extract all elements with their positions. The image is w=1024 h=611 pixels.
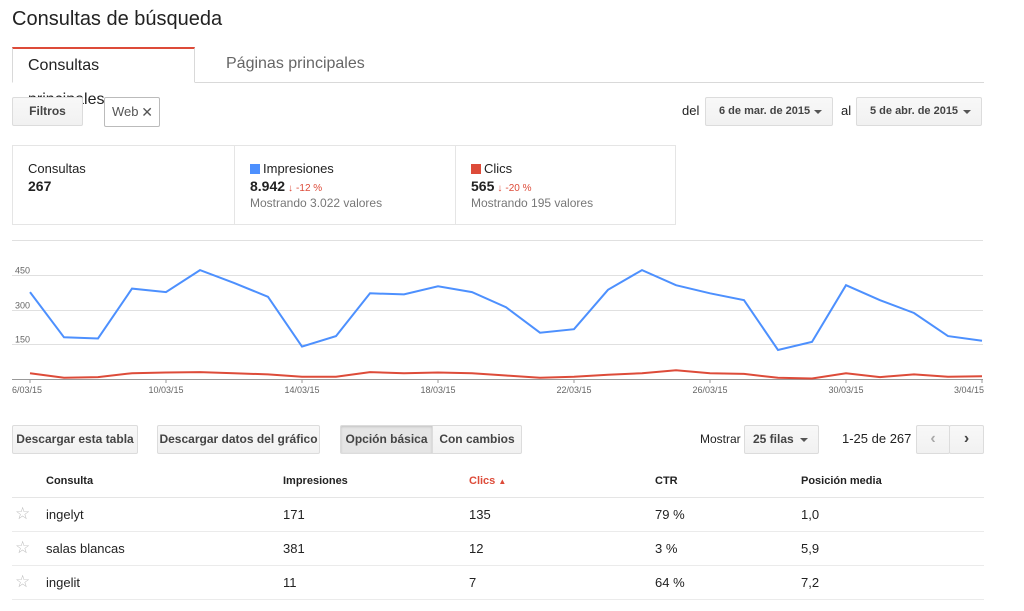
x-tick-label: 3/04/15 xyxy=(954,385,984,395)
cell-clicks: 12 xyxy=(469,541,484,556)
basic-option-button[interactable]: Opción básica xyxy=(340,425,433,454)
table-row: ☆ ingelit 11 7 64 % 7,2 xyxy=(12,566,984,600)
sort-ascending-icon: ▲ xyxy=(498,477,507,486)
metric-change: -12 % xyxy=(296,183,323,194)
table-header: Consulta Impresiones Clics ▲ CTR Posició… xyxy=(12,465,984,498)
metric-subtext: Mostrando 195 valores xyxy=(471,196,594,210)
date-to-value: 5 de abr. de 2015 xyxy=(870,105,959,117)
download-chart-data-button[interactable]: Descargar datos del gráfico xyxy=(157,425,320,454)
previous-page-button[interactable]: ‹ xyxy=(916,425,950,454)
rows-per-page-select[interactable]: 25 filas xyxy=(744,425,819,454)
filter-chip-web: Web ✕ xyxy=(104,97,160,127)
metric-value: 8.942 ↓ -12 % xyxy=(250,178,323,194)
chevron-down-icon xyxy=(800,438,808,442)
x-tick-label: 18/03/15 xyxy=(420,385,455,395)
column-header-ctr[interactable]: CTR xyxy=(655,475,678,487)
column-header-clics[interactable]: Clics ▲ xyxy=(469,475,507,487)
metric-value: 267 xyxy=(28,178,52,194)
impressions-series-line xyxy=(29,268,983,352)
chart-svg: 600 450 300 150 6/03/15 10/03/15 14/03/15 18/03… xyxy=(12,240,984,395)
clicks-series-line xyxy=(29,369,983,380)
page-title: Consultas de búsqueda xyxy=(12,8,223,30)
date-from-label: del xyxy=(682,103,700,118)
close-icon[interactable]: ✕ xyxy=(141,104,153,120)
metric-label: Consultas xyxy=(28,161,86,176)
table-row: ☆ salas blancas 381 12 3 % 5,9 xyxy=(12,532,984,566)
next-page-button[interactable]: › xyxy=(949,425,984,454)
chevron-left-icon: ‹ xyxy=(930,430,936,447)
metric-label: Impresiones xyxy=(250,161,455,177)
metric-label: Clics xyxy=(471,161,676,177)
cell-impressions: 381 xyxy=(283,541,305,556)
x-tick-label: 30/03/15 xyxy=(828,385,863,395)
column-header-posicion-media[interactable]: Posición media xyxy=(801,475,882,487)
tab-bar: Consultas principales Páginas principale… xyxy=(12,47,984,108)
show-label: Mostrar xyxy=(700,432,741,446)
x-tick-label: 10/03/15 xyxy=(148,385,183,395)
x-tick-label: 6/03/15 xyxy=(12,385,42,395)
cell-query[interactable]: salas blancas xyxy=(46,541,125,556)
metric-impresiones[interactable]: Impresiones 8.942 ↓ -12 % Mostrando 3.022 … xyxy=(234,146,455,224)
metric-change: -20 % xyxy=(505,183,532,194)
metric-value: 565 ↓ -20 % xyxy=(471,178,532,194)
cell-clicks: 135 xyxy=(469,507,491,522)
y-tick-label: 300 xyxy=(15,301,30,311)
x-tick-label: 14/03/15 xyxy=(284,385,319,395)
x-tick-label: 26/03/15 xyxy=(692,385,727,395)
cell-ctr: 3 % xyxy=(655,541,678,556)
queries-table: Consulta Impresiones Clics ▲ CTR Posició… xyxy=(12,465,984,600)
y-tick-label: 150 xyxy=(15,335,30,345)
y-tick-label: 450 xyxy=(15,266,30,276)
arrow-down-icon: ↓ xyxy=(288,183,294,194)
chevron-right-icon: › xyxy=(963,430,970,447)
cell-impressions: 11 xyxy=(283,575,297,590)
metric-consultas[interactable]: Consultas 267 xyxy=(13,146,234,224)
date-to-label: al xyxy=(841,103,852,118)
metric-clics[interactable]: Clics 565 ↓ -20 % Mostrando 195 valores xyxy=(455,146,676,224)
impressions-checkbox-icon[interactable] xyxy=(250,164,260,174)
download-table-button[interactable]: Descargar esta tabla xyxy=(12,425,138,454)
date-from-value: 6 de mar. de 2015 xyxy=(719,105,811,117)
star-icon[interactable]: ☆ xyxy=(15,572,31,591)
metrics-panel: Consultas 267 Impresiones 8.942 ↓ -12 % Mo… xyxy=(12,145,676,225)
cell-query[interactable]: ingelyt xyxy=(46,507,84,522)
metric-subtext: Mostrando 3.022 valores xyxy=(250,196,383,210)
cell-clicks: 7 xyxy=(469,575,477,590)
table-row: ☆ ingelyt 171 135 79 % 1,0 xyxy=(12,498,984,532)
rows-per-page-value: 25 filas xyxy=(753,432,794,446)
clicks-checkbox-icon[interactable] xyxy=(471,164,481,174)
x-tick-label: 22/03/15 xyxy=(556,385,591,395)
arrow-down-icon: ↓ xyxy=(497,183,503,194)
star-icon[interactable]: ☆ xyxy=(15,538,31,557)
date-from-select[interactable]: 6 de mar. de 2015 xyxy=(705,97,833,126)
filters-button[interactable]: Filtros xyxy=(12,97,83,126)
column-header-consulta[interactable]: Consulta xyxy=(46,475,94,487)
chevron-down-icon xyxy=(963,110,971,114)
cell-impressions: 171 xyxy=(283,507,305,522)
pagination-range: 1-25 de 267 xyxy=(842,431,912,446)
cell-position: 1,0 xyxy=(801,507,820,522)
y-tick-label: 600 xyxy=(15,240,30,241)
date-to-select[interactable]: 5 de abr. de 2015 xyxy=(856,97,982,126)
star-icon[interactable]: ☆ xyxy=(15,504,31,523)
tab-consultas-principales[interactable]: Consultas principales xyxy=(12,47,195,108)
cell-position: 5,9 xyxy=(801,541,820,556)
filter-chip-label: Web xyxy=(112,104,139,119)
column-header-impresiones[interactable]: Impresiones xyxy=(283,475,348,487)
performance-chart: 600 450 300 150 6/03/15 10/03/15 14/03/15 18/03… xyxy=(12,240,984,400)
cell-query[interactable]: ingelit xyxy=(46,575,80,590)
cell-ctr: 79 % xyxy=(655,507,685,522)
with-changes-button[interactable]: Con cambios xyxy=(432,425,522,454)
chevron-down-icon xyxy=(814,110,822,114)
cell-position: 7,2 xyxy=(801,575,820,590)
tab-paginas-principales[interactable]: Páginas principales xyxy=(226,55,365,72)
cell-ctr: 64 % xyxy=(655,575,685,590)
